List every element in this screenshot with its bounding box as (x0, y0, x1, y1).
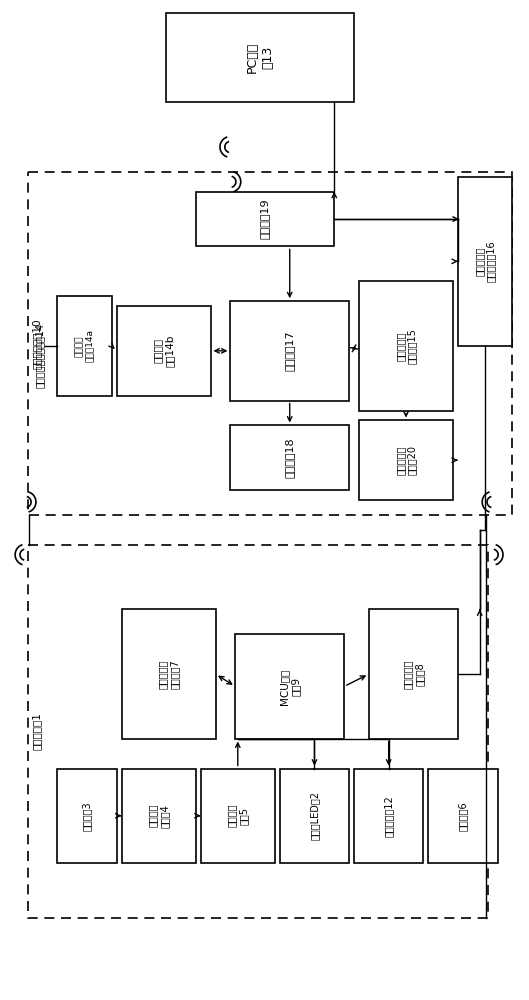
Bar (28, 545, 488, 918)
Text: 微控制器17: 微控制器17 (285, 331, 295, 371)
Bar (57, 768, 116, 863)
Bar (196, 192, 334, 246)
Text: 光学镜头3: 光学镜头3 (82, 801, 92, 831)
Text: 音视频信号
处理模块15: 音视频信号 处理模块15 (395, 328, 417, 364)
Text: 冷光源LED灯2: 冷光源LED灯2 (309, 791, 320, 840)
Bar (57, 296, 112, 396)
Text: 信号处理
电路14b: 信号处理 电路14b (153, 335, 175, 367)
Bar (116, 306, 211, 396)
Text: 光敏传感器12: 光敏传感器12 (384, 795, 394, 837)
Text: 体外控制单元10: 体外控制单元10 (31, 318, 41, 369)
Bar (166, 13, 354, 102)
Bar (122, 768, 196, 863)
Bar (458, 177, 513, 346)
Bar (200, 768, 275, 863)
Text: 胶囊内窥镜1: 胶囊内窥镜1 (31, 712, 41, 750)
Bar (354, 768, 423, 863)
Text: 体外射频无
线发射模块16: 体外射频无 线发射模块16 (475, 241, 496, 282)
Bar (230, 301, 349, 401)
Bar (122, 609, 215, 739)
Text: 显示部件18: 显示部件18 (285, 437, 295, 478)
Bar (369, 609, 458, 739)
Text: 超声波接
收阵列14a: 超声波接 收阵列14a (75, 329, 94, 362)
Bar (359, 420, 453, 500)
Text: 电源部件19: 电源部件19 (260, 199, 270, 239)
Text: MCU控制
电路9: MCU控制 电路9 (279, 668, 300, 705)
Text: PC工作
站13: PC工作 站13 (246, 42, 274, 73)
Text: 射频无线发
射模块8: 射频无线发 射模块8 (403, 659, 424, 689)
Text: 超声波接收处理模块14: 超声波接收处理模块14 (34, 323, 44, 388)
Bar (235, 634, 344, 739)
Text: 光学图像
传感器4: 光学图像 传感器4 (148, 804, 169, 828)
Text: 图像处理
模块5: 图像处理 模块5 (227, 804, 249, 827)
Text: 微型超声波
发射模块7: 微型超声波 发射模块7 (158, 659, 179, 689)
Bar (28, 172, 513, 515)
Text: 射频无线接
收模块20: 射频无线接 收模块20 (395, 445, 417, 475)
Bar (230, 425, 349, 490)
Bar (359, 281, 453, 410)
Bar (280, 768, 349, 863)
Text: 供电电池6: 供电电池6 (458, 801, 468, 831)
Bar (428, 768, 498, 863)
